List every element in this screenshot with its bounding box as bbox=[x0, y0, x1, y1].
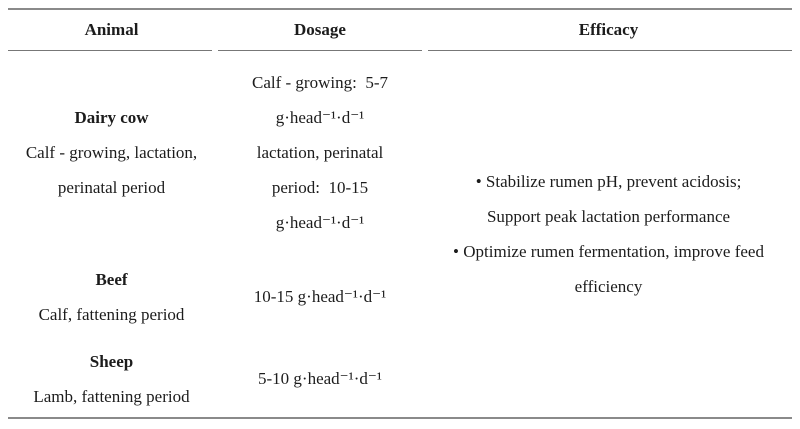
dosage-efficacy-table: Animal Dosage Efficacy Dairy cow Calf - … bbox=[8, 8, 792, 419]
dosage-cell-sheep: 5-10 g·head⁻¹·d⁻¹ bbox=[258, 369, 382, 388]
column-header-animal: Animal bbox=[8, 9, 215, 51]
header-row: Animal Dosage Efficacy bbox=[8, 9, 792, 51]
table-row-sheep: Sheep Lamb, fattening period 5-10 g·head… bbox=[8, 340, 792, 418]
header-rule-gap-left bbox=[212, 48, 218, 54]
animal-name-dairy-cow: Dairy cow bbox=[74, 107, 149, 127]
header-rule-gap-right bbox=[422, 48, 428, 54]
animal-name-sheep: Sheep bbox=[89, 351, 134, 371]
column-header-dosage: Dosage bbox=[215, 9, 425, 51]
animal-detail-dairy-cow: Calf - growing, lactation, perinatal per… bbox=[25, 142, 198, 197]
animal-cell-sheep: Sheep Lamb, fattening period bbox=[8, 340, 215, 418]
animal-detail-beef: Calf, fattening period bbox=[38, 304, 185, 324]
dosage-cell-dairy-cow: Calf - growing: 5-7 g·head⁻¹·d⁻¹ lactati… bbox=[252, 72, 388, 232]
table-row-beef: Beef Calf, fattening period 10-15 g·head… bbox=[8, 253, 792, 340]
efficacy-cell: • Stabilize rumen pH, prevent acidosis; … bbox=[453, 172, 764, 296]
column-header-efficacy: Efficacy bbox=[425, 9, 792, 51]
table-row-dairy-cow: Dairy cow Calf - growing, lactation, per… bbox=[8, 51, 792, 297]
animal-detail-sheep: Lamb, fattening period bbox=[33, 386, 190, 406]
animal-name-beef: Beef bbox=[95, 269, 128, 289]
animal-cell-beef: Beef Calf, fattening period bbox=[8, 253, 215, 340]
animal-cell-dairy-cow: Dairy cow Calf - growing, lactation, per… bbox=[8, 51, 215, 254]
dosage-cell-beef: 10-15 g·head⁻¹·d⁻¹ bbox=[253, 287, 387, 306]
